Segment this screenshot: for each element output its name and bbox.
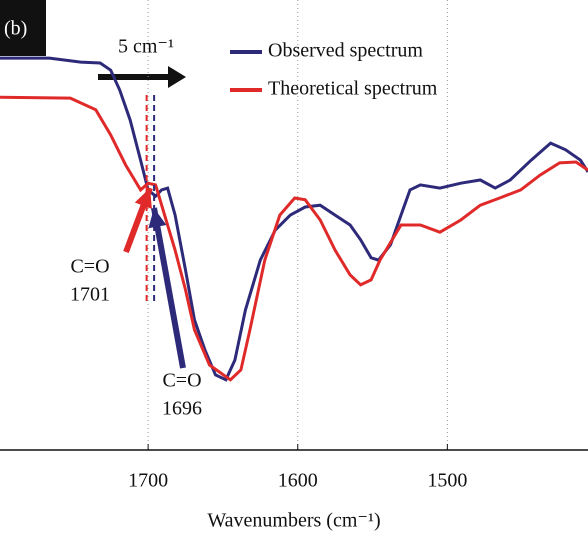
annotation-arrow-head	[134, 188, 152, 209]
annotation-arrow-head	[148, 208, 167, 229]
spectrum-line	[0, 56, 588, 382]
x-axis-label: Wavenumbers (cm⁻¹)	[207, 510, 380, 532]
shift-arrow-head	[168, 66, 186, 88]
panel-label: (b)	[4, 18, 27, 40]
legend-label: Observed spectrum	[268, 40, 423, 62]
x-tick-label: 1700	[128, 470, 168, 492]
annotation-value: 1701	[70, 284, 110, 306]
x-tick-label: 1600	[278, 470, 318, 492]
annotation-value: 1696	[162, 398, 202, 420]
annotation-arrow	[151, 207, 186, 369]
annotation-label: C=O	[70, 256, 109, 278]
panel-label-box	[0, 0, 46, 56]
annotation-label: C=O	[162, 370, 201, 392]
shift-label: 5 cm⁻¹	[118, 36, 174, 58]
legend-label: Theoretical spectrum	[268, 78, 438, 100]
spectrum-line	[0, 95, 588, 382]
x-tick-label: 1500	[427, 470, 467, 492]
